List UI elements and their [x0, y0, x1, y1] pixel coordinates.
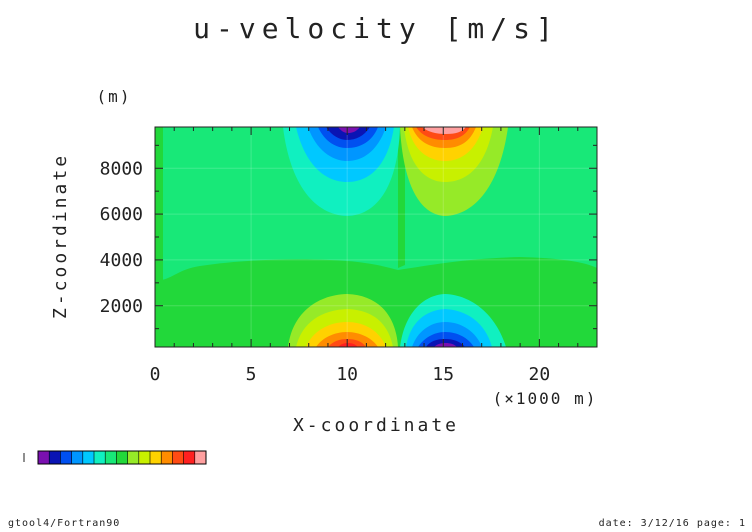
y-axis-label: Z-coordinate [50, 153, 71, 319]
x-tick-labels: 0 5 10 15 20 [150, 364, 551, 385]
colorbar-swatch [172, 451, 185, 464]
colorbar-swatch [38, 451, 50, 464]
colorbar-swatch [82, 451, 95, 464]
ul-level-6 [338, 127, 360, 133]
colorbar-swatch [49, 451, 61, 464]
x-tick-label: 20 [529, 364, 551, 385]
x-tick-label: 0 [150, 364, 161, 385]
y-tick-label: 6000 [100, 204, 143, 225]
colorbar-swatch [150, 451, 162, 464]
divider-strip [398, 127, 405, 268]
ul-level-5 [326, 127, 370, 140]
colorbar-frame [37, 450, 207, 465]
x-unit-label: (×1000 m) [493, 389, 598, 408]
lr-level-5 [426, 339, 465, 347]
colorbar-swatch [116, 451, 129, 464]
footer-left: gtool4/Fortran90 [8, 518, 120, 529]
colorbar-swatch [161, 451, 173, 464]
lr-level-6 [434, 343, 457, 347]
colorbar-swatch [127, 451, 140, 464]
colorbar-swatch [105, 451, 117, 464]
gridlines [155, 127, 597, 347]
y-tick-label: 2000 [100, 296, 143, 317]
chart-title: u-velocity [m/s] [193, 12, 559, 45]
tick-marks [154, 127, 597, 347]
colorbar-swatch [94, 451, 106, 464]
x-tick-label: 5 [246, 364, 257, 385]
footer-right: date: 3/12/16 page: 1 [599, 518, 746, 529]
x-tick-label: 15 [432, 364, 454, 385]
x-tick-label: 10 [336, 364, 358, 385]
contour-field [155, 127, 597, 347]
ll-level-6 [338, 343, 358, 347]
x-axis-label: X-coordinate [293, 415, 459, 436]
colorbar-swatch [138, 451, 151, 464]
colorbar [37, 450, 207, 465]
colorbar-swatch [183, 451, 196, 464]
colorbar-swatch [60, 451, 73, 464]
colorbar-swatch [71, 451, 84, 464]
y-tick-labels: 2000 4000 6000 8000 [100, 158, 143, 317]
ur-level-6 [422, 127, 466, 134]
colorbar-swatch [194, 451, 207, 464]
y-tick-label: 8000 [100, 158, 143, 179]
y-unit-label: (m) [97, 87, 132, 106]
y-tick-label: 4000 [100, 250, 143, 271]
